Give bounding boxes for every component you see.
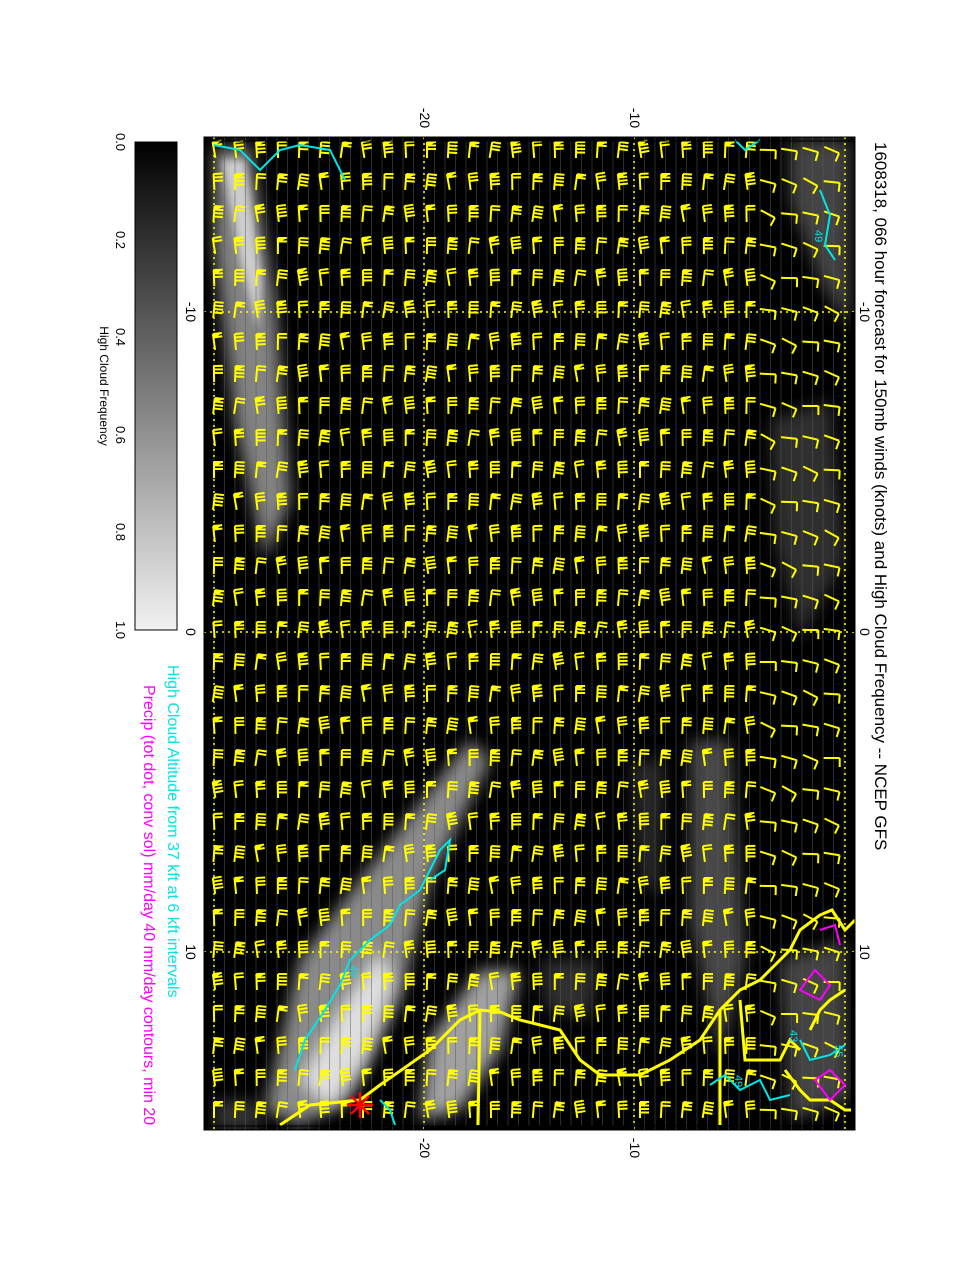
top-tick-label: -10 (183, 302, 199, 322)
contour-label: 43 (787, 1030, 799, 1042)
bottom-tick-label: 10 (857, 944, 873, 960)
top-tick-label: 0 (183, 628, 199, 636)
left-tick-label: -10 (627, 108, 643, 128)
contour-label: 49 (732, 1075, 744, 1087)
bottom-axis-segment-2 (851, 952, 855, 1126)
colorbar-ticks: 0.0 0.2 0.4 0.6 0.8 1.0 (113, 133, 128, 639)
colorbar-tick: 1.0 (113, 621, 128, 639)
precip-legend: Precip (tot dot, conv sol) mm/day 40 mm/… (140, 685, 157, 1125)
right-tick-label: -10 (627, 1138, 643, 1158)
colorbar-tick: 0.2 (113, 231, 128, 249)
contour-label: 55 (832, 1045, 844, 1057)
left-tick-label: -20 (417, 108, 433, 128)
colorbar-tick: 0.0 (113, 133, 128, 151)
colorbar-tick: 0.6 (113, 426, 128, 444)
map-title: 1608318, 066 hour forecast for 150mb win… (871, 142, 890, 850)
left-axis-segment (424, 137, 634, 141)
right-tick-label: -20 (417, 1138, 433, 1158)
colorbar-tick: 0.4 (113, 328, 128, 346)
colorbar (135, 142, 177, 630)
colorbar-tick: 0.8 (113, 523, 128, 541)
colorbar-label: High Cloud Frequency (97, 326, 111, 445)
top-tick-label: 10 (183, 944, 199, 960)
latitude-grid-lines (214, 137, 844, 1130)
bottom-tick-label: -10 (857, 302, 873, 322)
contour-label: 49 (812, 230, 824, 242)
bottom-axis-segment (851, 312, 855, 632)
contour-label: 49 (347, 965, 359, 977)
right-axis-segment (424, 1126, 634, 1130)
bottom-tick-label: 0 (857, 628, 873, 636)
top-axis-segment-2 (204, 952, 208, 1126)
cloud-altitude-legend: High Cloud Altitude from 37 kft at 6 kft… (164, 665, 181, 998)
top-axis-segment (204, 312, 208, 632)
